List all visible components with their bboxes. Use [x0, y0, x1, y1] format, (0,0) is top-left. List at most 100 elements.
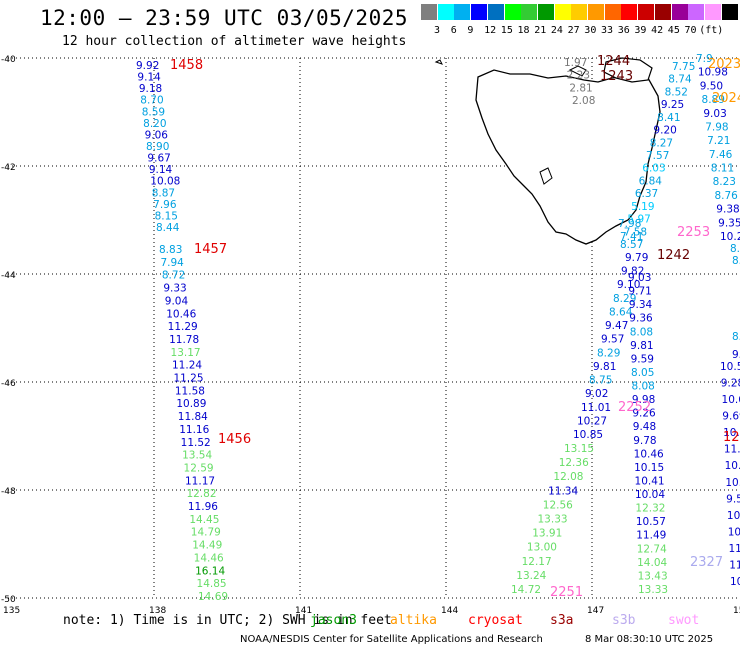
scale-swatch [571, 4, 588, 20]
east-track-a-value: 8.74 [668, 74, 692, 86]
west-track-value: 9.33 [163, 283, 186, 295]
east-track-b-value: 8.11 [711, 163, 734, 175]
west-track-value: 13.17 [171, 347, 201, 359]
lat-label: -44 [1, 271, 16, 281]
diag-track-b-value: 13.33 [538, 514, 568, 526]
diag-track-c-value: 10.04 [635, 489, 665, 501]
track-value: 7.98 [618, 218, 641, 230]
diag-track-b-value: 12.17 [522, 556, 552, 568]
diag-track-c-value: 10.57 [636, 516, 666, 528]
east-track-a-value: 5.19 [631, 201, 654, 213]
footer-note: note: 1) Time is in UTC; 2) SWH is in fe… [63, 613, 392, 628]
east-track-b-value: 9.38 [716, 204, 739, 216]
scale-swatch [454, 4, 471, 20]
satellite-label-cryosat: cryosat [468, 613, 523, 628]
scale-label: 6 [450, 25, 457, 36]
west-track-value: 16.14 [195, 565, 225, 577]
east-track-b-value: 9.35 [718, 217, 740, 229]
pass-time-label: 2253 [677, 225, 710, 240]
diag-track-c-value: 12.32 [635, 503, 665, 515]
pass-time-label: 2327 [690, 555, 723, 570]
east-track-c-value: 10.69 [722, 394, 740, 406]
east-track-c-value: 9.28 [721, 378, 740, 390]
diag-track-b-value: 13.91 [532, 528, 562, 540]
east-track-a-value: 6.37 [635, 188, 658, 200]
diag-track-c-value: 9.71 [628, 286, 651, 298]
tasmania-value: 2.08 [572, 95, 595, 107]
east-track-a-value: 8.57 [620, 239, 643, 251]
east-track-b-value: 8.89 [702, 94, 725, 106]
lon-label: 141 [295, 606, 312, 616]
diag-track-c-value: 11.49 [636, 530, 666, 542]
scale-label: 9 [467, 25, 474, 36]
diag-track-a-value: 9.82 [621, 266, 644, 278]
diag-track-c-value: 10.15 [634, 462, 664, 474]
diag-track-c-value: 8.05 [631, 367, 654, 379]
west-track-value: 9.06 [145, 129, 169, 141]
west-track-value: 11.24 [172, 360, 202, 372]
scale-label: 27 [567, 25, 580, 36]
map-title: 12:00 – 23:59 UTC 03/05/2025 [40, 6, 409, 30]
scale-swatch [638, 4, 655, 20]
diag-track-c-value: 8.08 [630, 326, 653, 338]
track-value: 8. [732, 255, 740, 267]
scale-swatch [437, 4, 454, 20]
lon-label: 138 [149, 606, 166, 616]
scale-swatch [554, 4, 571, 20]
diag-track-c-value: 9.48 [633, 421, 656, 433]
diag-track-a-value: 9.10 [617, 279, 640, 291]
diag-track-c-value: 9.81 [630, 340, 653, 352]
satellite-label-s3b: s3b [612, 613, 636, 628]
west-track-value: 9.18 [139, 83, 162, 95]
scale-swatch [671, 4, 688, 20]
east-track-b-value: 9.50 [700, 80, 723, 92]
scale-label: 15 [500, 25, 513, 36]
east-track-a-value: 7.57 [646, 150, 669, 162]
west-track-value: 10.08 [150, 176, 180, 188]
scale-swatch [471, 4, 488, 20]
west-track-value: 11.58 [175, 385, 205, 397]
diag-track-c-value: 14.04 [637, 557, 667, 569]
diag-track-c-value: 9.03 [628, 272, 651, 284]
flinders-island-coastline [603, 57, 653, 83]
east-track-c-value: 9.54 [726, 493, 740, 505]
west-track-value: 11.25 [173, 373, 203, 385]
east-track-b-value: 7.9 [696, 53, 713, 65]
east-track-b-value: 8.76 [714, 190, 738, 202]
west-track-value: 14.69 [198, 591, 228, 603]
east-track-a-value: 8.27 [650, 137, 673, 149]
west-track-value: 8.20 [143, 118, 166, 130]
scale-swatch [704, 4, 721, 20]
diag-track-a-value: 8.75 [589, 375, 612, 387]
west-track-value: 9.04 [165, 295, 189, 307]
east-track-b-value: 7.46 [709, 149, 733, 161]
west-track-value: 8.59 [142, 106, 165, 118]
west-track-value: 11.17 [185, 475, 215, 487]
lon-label: 150 [733, 606, 740, 616]
east-track-b-value: 8.23 [713, 176, 736, 188]
diag-track-c-value: 9.59 [631, 353, 654, 365]
pass-time-label: 12 [723, 430, 740, 445]
diag-track-a-value: 9.57 [601, 334, 624, 346]
west-track-value: 9.14 [149, 164, 173, 176]
credit-line: NOAA/NESDIS Center for Satellite Applica… [240, 634, 543, 645]
scale-swatch [688, 4, 705, 20]
diag-track-b-value: 11.34 [548, 485, 578, 497]
diag-track-a-value: 9.47 [605, 320, 628, 332]
west-track-value: 11.78 [169, 334, 199, 346]
satellite-label-swot: swot [668, 613, 700, 628]
west-track-value: 11.84 [178, 411, 208, 423]
west-track-value: 14.85 [197, 578, 227, 590]
west-track-value: 11.16 [179, 424, 209, 436]
scale-swatch [521, 4, 538, 20]
east-track-a-value: 6.03 [642, 163, 665, 175]
east-track-c-value: 10.60 [725, 460, 740, 472]
west-track-value: 7.96 [153, 199, 177, 211]
east-track-c-value: 11.1 [728, 543, 740, 555]
diag-track-c-value: 10.41 [635, 475, 665, 487]
east-track-a-value: 6.84 [639, 175, 663, 187]
diag-track-b-value: 14.72 [511, 584, 541, 596]
diag-track-c-value: 12.74 [637, 543, 667, 555]
east-track-c-value: 10.57 [723, 427, 740, 439]
east-track-b-value: 7.21 [707, 135, 730, 147]
